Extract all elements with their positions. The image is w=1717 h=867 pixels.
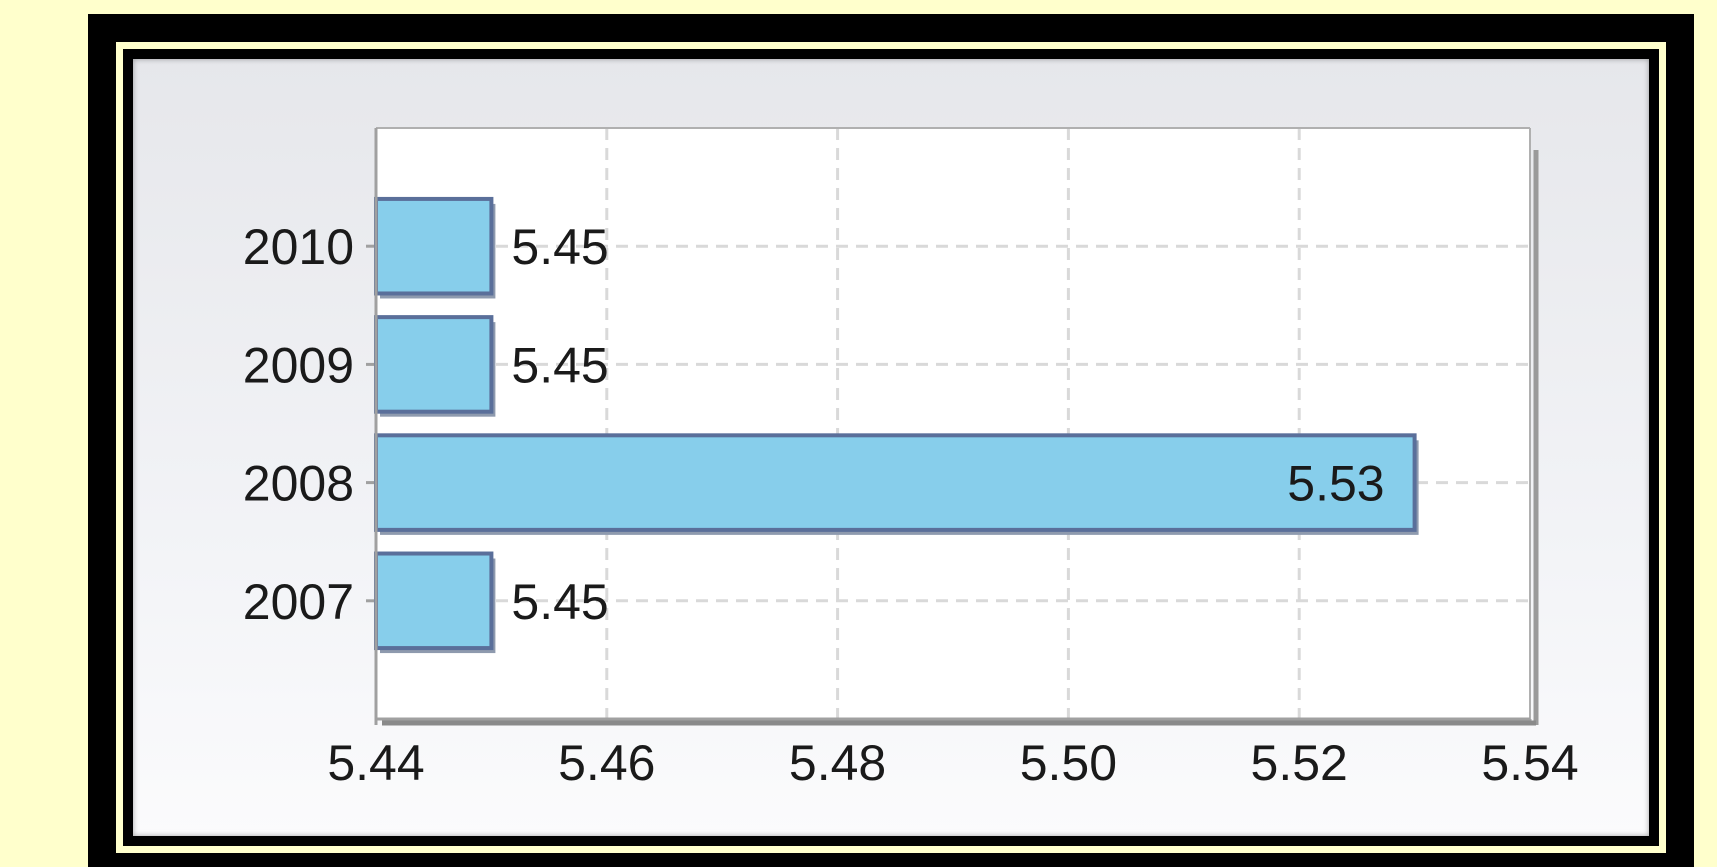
- labels: 5.44 5.46 5.48 5.50 5.52 5.54 2007 5.45 2008 5.53…: [243, 219, 1579, 791]
- axes: [374, 127, 1539, 726]
- y-category-label: 2008: [243, 456, 354, 512]
- plot-area: [376, 128, 1530, 719]
- bar-value-label: 5.45: [511, 219, 608, 275]
- y-category-label: 2007: [243, 574, 354, 630]
- bar: [374, 433, 1417, 532]
- bar-value-label: 5.45: [511, 337, 608, 393]
- x-tick-label: 5.50: [1020, 735, 1117, 791]
- bar: [374, 551, 494, 651]
- x-tick-label: 5.54: [1481, 735, 1578, 791]
- bar: [374, 196, 494, 296]
- bars: [374, 196, 1419, 654]
- y-category-label: 2009: [243, 337, 354, 393]
- x-tick-label: 5.46: [558, 735, 655, 791]
- bar: [374, 315, 494, 414]
- bar-value-label: 5.45: [511, 574, 608, 630]
- x-tick-label: 5.52: [1251, 735, 1348, 791]
- bar-value-label: 5.53: [1287, 456, 1384, 512]
- x-tick-label: 5.44: [327, 735, 424, 791]
- x-tick-label: 5.48: [789, 735, 886, 791]
- y-category-label: 2010: [243, 219, 354, 275]
